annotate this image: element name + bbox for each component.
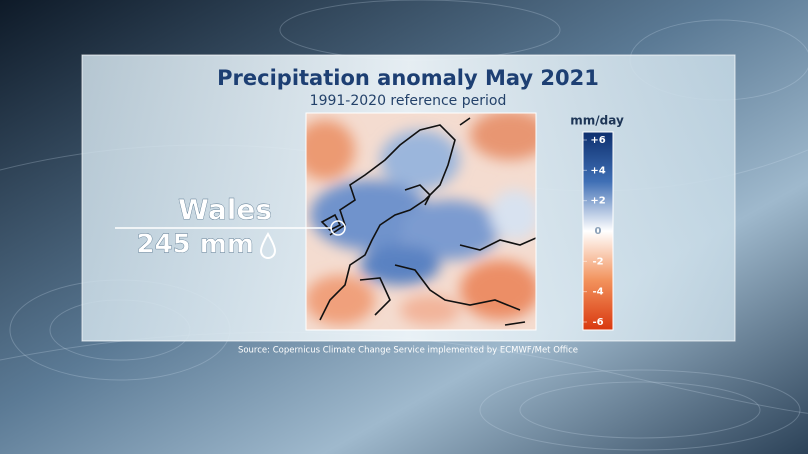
colorbar-tick-label: +2 xyxy=(590,196,605,207)
callout-marker xyxy=(330,220,346,236)
subtitle: 1991-2020 reference period xyxy=(310,93,507,109)
colorbar-ticks: +6 +4 +2 0 -2 -4 -6 xyxy=(583,135,606,328)
colorbar-tick-label: +6 xyxy=(590,135,605,146)
colorbar-tick-label: -6 xyxy=(592,317,603,328)
map-frame xyxy=(305,112,537,331)
callout-amount: 245 mm xyxy=(136,230,254,260)
colorbar-tick-label: 0 xyxy=(595,226,602,237)
callout-place: Wales xyxy=(178,193,272,226)
map xyxy=(306,113,536,330)
colorbar xyxy=(582,131,614,331)
colorbar-tick-label: -4 xyxy=(592,287,603,298)
droplet-icon xyxy=(259,232,277,259)
colorbar-tick-label: +4 xyxy=(590,165,605,176)
colorbar-unit: mm/day xyxy=(570,114,624,128)
colorbar-tick-label: -2 xyxy=(592,256,603,267)
source: Source: Copernicus Climate Change Servic… xyxy=(238,346,578,356)
title: Precipitation anomaly May 2021 xyxy=(217,66,599,90)
